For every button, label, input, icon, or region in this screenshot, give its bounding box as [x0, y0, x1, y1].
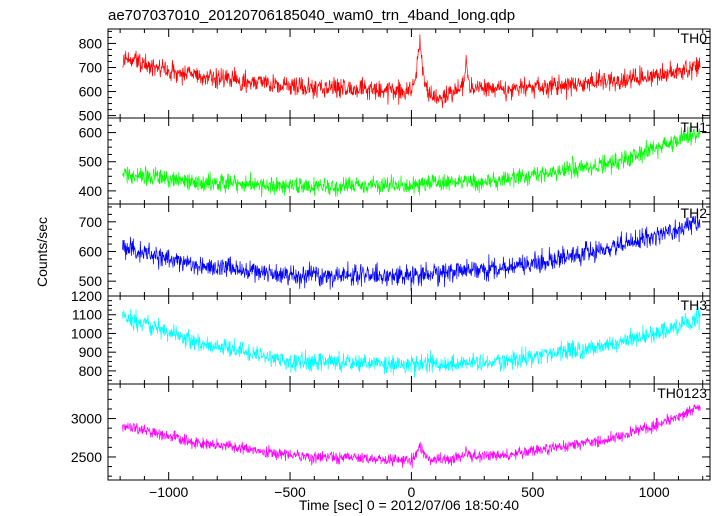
y-tick-label: 500 [79, 108, 103, 124]
y-tick-label: 1100 [72, 307, 102, 323]
x-tick-label: 0 [408, 484, 416, 500]
series-line-th1 [122, 126, 701, 198]
y-tick-label: 600 [79, 125, 103, 141]
y-tick-label: 3000 [71, 411, 102, 427]
y-tick-label: 600 [79, 84, 103, 100]
y-tick-label: 900 [79, 344, 103, 360]
panel-th2: 500 600 700 TH2 [79, 203, 711, 297]
x-tick-label: −500 [274, 484, 306, 500]
panel-label-th3: TH3 [681, 297, 708, 313]
x-tick-label: 1000 [639, 484, 670, 500]
series-line-th3 [122, 307, 701, 378]
y-tick-label: 600 [79, 243, 103, 259]
series-line-th0123 [122, 404, 701, 469]
y-tick-label: 1200 [71, 288, 102, 304]
x-tick-label: −1000 [149, 484, 189, 500]
series-line-th2 [122, 215, 701, 291]
y-tick-label: 500 [79, 273, 103, 289]
y-tick-label: 700 [79, 59, 103, 75]
panel-label-th1: TH1 [681, 119, 708, 135]
panel-frame [107, 203, 711, 297]
x-axis-label: Time [sec] 0 = 2012/07/06 18:50:40 [299, 497, 519, 513]
y-tick-label: 1000 [71, 325, 102, 341]
panel-label-th0123: TH0123 [657, 385, 707, 401]
chart-title: ae707037010_20120706185040_wam0_trn_4ban… [108, 7, 515, 24]
panel-th1: 400 500 600 TH1 [79, 117, 711, 205]
panel-th3: 800 900 1000 1100 1200 TH3 [71, 288, 711, 385]
series-line-th0 [122, 34, 701, 108]
x-tick-label: 500 [521, 484, 545, 500]
panel-label-th2: TH2 [681, 205, 708, 221]
y-tick-label: 700 [79, 214, 103, 230]
y-tick-label: 800 [79, 363, 103, 379]
y-tick-label: 400 [79, 183, 103, 199]
x-axis-labels: −1000 −500 0 500 1000 [149, 484, 670, 500]
panel-th0: 500 600 700 800 TH0 [79, 28, 711, 124]
y-axis-label: Counts/sec [34, 217, 50, 287]
y-tick-label: 500 [79, 154, 103, 170]
y-tick-label: 2500 [71, 449, 102, 465]
panel-frame [107, 383, 711, 481]
panel-label-th0: TH0 [681, 30, 708, 46]
panel-frame [107, 28, 711, 119]
y-tick-label: 800 [79, 35, 103, 51]
panel-th0123: 2500 3000 TH0123 [71, 383, 711, 481]
